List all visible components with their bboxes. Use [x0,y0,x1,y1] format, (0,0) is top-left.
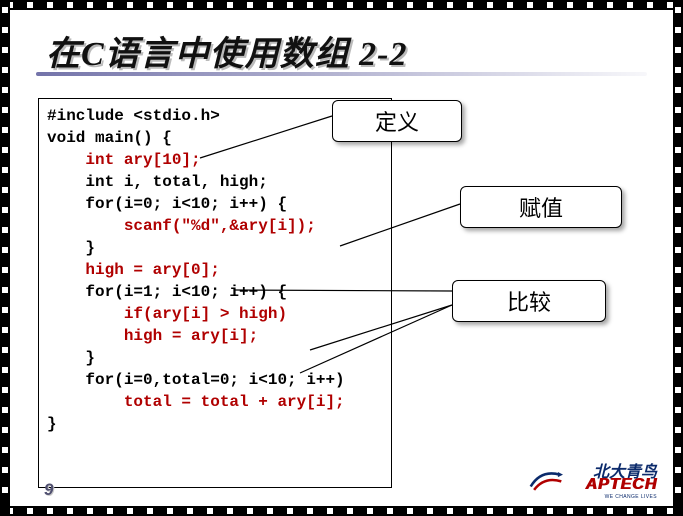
code-line: int ary[10]; [47,149,383,171]
code-line: } [47,413,383,435]
logo-en-text: APTECH [585,476,657,494]
film-border-top [0,0,683,10]
title-underline [36,72,647,76]
code-line: int i, total, high; [47,171,383,193]
page-number: 9 [44,480,53,500]
film-border-bottom [0,506,683,516]
code-line: high = ary[0]; [47,259,383,281]
callout-define: 定义 [332,100,462,142]
film-border-left [0,0,10,516]
brand-logo: 北大青鸟 APTECH WE CHANGE LIVES [529,458,659,502]
code-line: scanf("%d",&ary[i]); [47,215,383,237]
slide-area: 在C语言中使用数组 2-2 #include <stdio.h>void mai… [10,10,673,506]
code-line: } [47,237,383,259]
code-line: if(ary[i] > high) [47,303,383,325]
code-line: for(i=0,total=0; i<10; i++) [47,369,383,391]
code-line: for(i=0; i<10; i++) { [47,193,383,215]
slide-title: 在C语言中使用数组 2-2 [46,26,408,75]
callout-assign: 赋值 [460,186,622,228]
code-line: high = ary[i]; [47,325,383,347]
code-line: for(i=1; i<10; i++) { [47,281,383,303]
logo-swoosh-icon [529,464,563,492]
code-line: } [47,347,383,369]
code-line: total = total + ary[i]; [47,391,383,413]
code-block: #include <stdio.h>void main() { int ary[… [38,98,392,488]
film-border-right [673,0,683,516]
logo-tagline: WE CHANGE LIVES [605,494,657,500]
callout-compare: 比较 [452,280,606,322]
